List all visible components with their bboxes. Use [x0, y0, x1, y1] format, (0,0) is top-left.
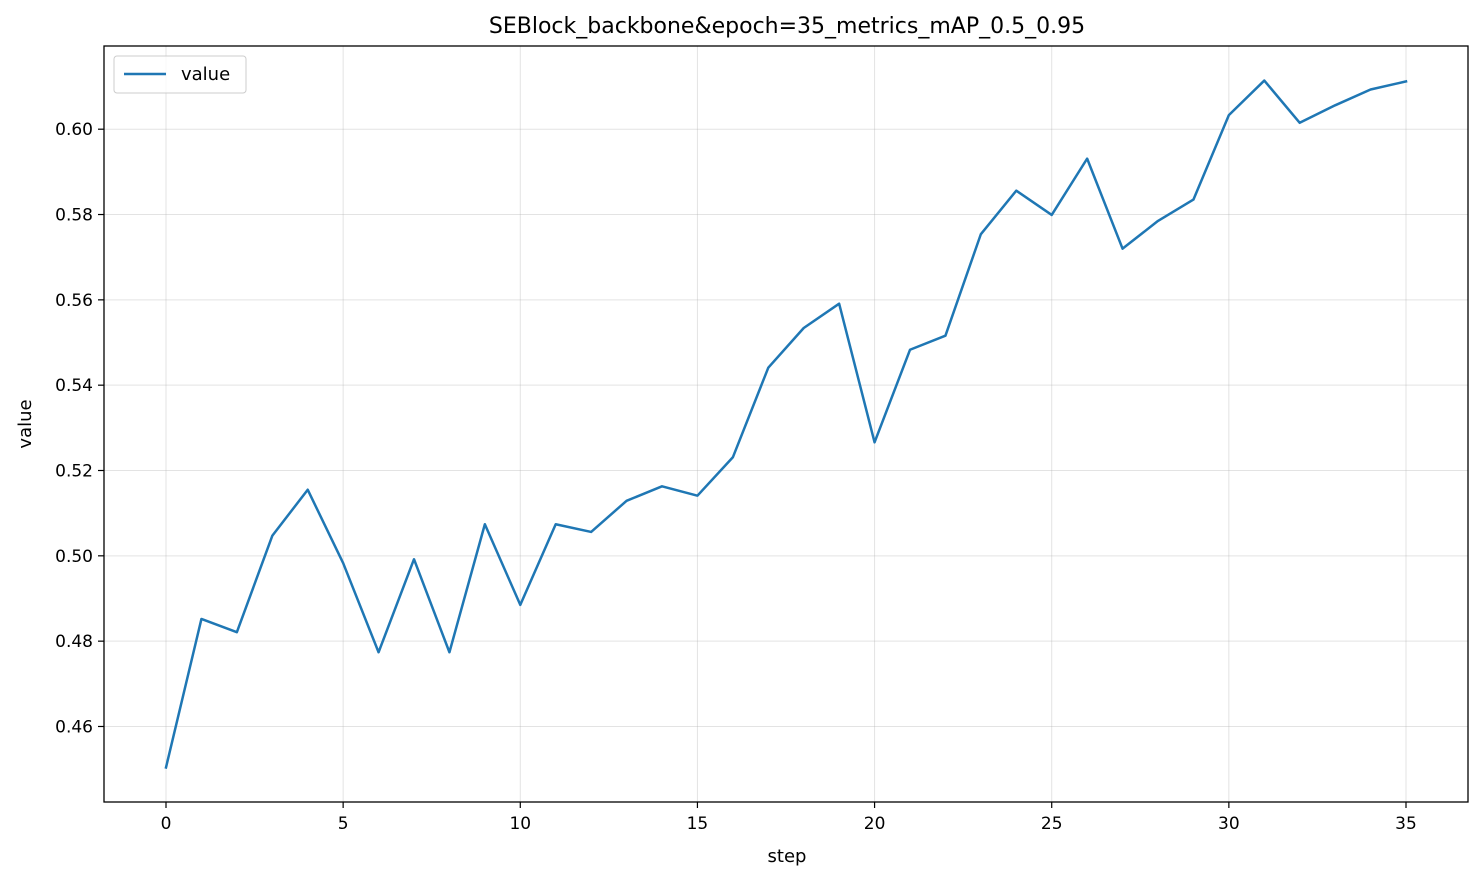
x-tick-label: 10 [509, 814, 531, 834]
grid-lines [104, 46, 1468, 802]
plot-area-frame [103, 45, 1469, 803]
y-tick-label: 0.46 [55, 717, 93, 737]
x-tick-label: 5 [338, 814, 349, 834]
x-tick-label: 20 [864, 814, 886, 834]
x-tick-label: 25 [1041, 814, 1063, 834]
y-tick-label: 0.56 [55, 291, 93, 311]
legend-box [113, 55, 247, 94]
x-axis: 0 5 10 15 20 25 30 35 [161, 802, 1417, 834]
legend-label: value [181, 64, 230, 85]
x-tick-label: 35 [1395, 814, 1417, 834]
x-tick-label: 0 [161, 814, 172, 834]
y-tick-label: 0.58 [55, 206, 93, 226]
x-axis-label: step [768, 846, 807, 867]
y-tick-label: 0.48 [55, 632, 93, 652]
series-line-value [164, 79, 1408, 769]
legend: value [113, 55, 247, 94]
y-axis-label: value [15, 399, 36, 448]
chart-title: SEBlock_backbone&epoch=35_metrics_mAP_0.… [489, 14, 1085, 39]
x-tick-label: 30 [1218, 814, 1240, 834]
y-axis: 0.46 0.48 0.50 0.52 0.54 0.56 0.58 0.60 [55, 120, 104, 737]
x-tick-label: 15 [687, 814, 709, 834]
y-tick-label: 0.60 [55, 120, 93, 140]
y-tick-label: 0.52 [55, 462, 93, 482]
y-tick-label: 0.50 [55, 547, 93, 567]
series-layer [164, 79, 1408, 769]
y-tick-label: 0.54 [55, 376, 93, 396]
